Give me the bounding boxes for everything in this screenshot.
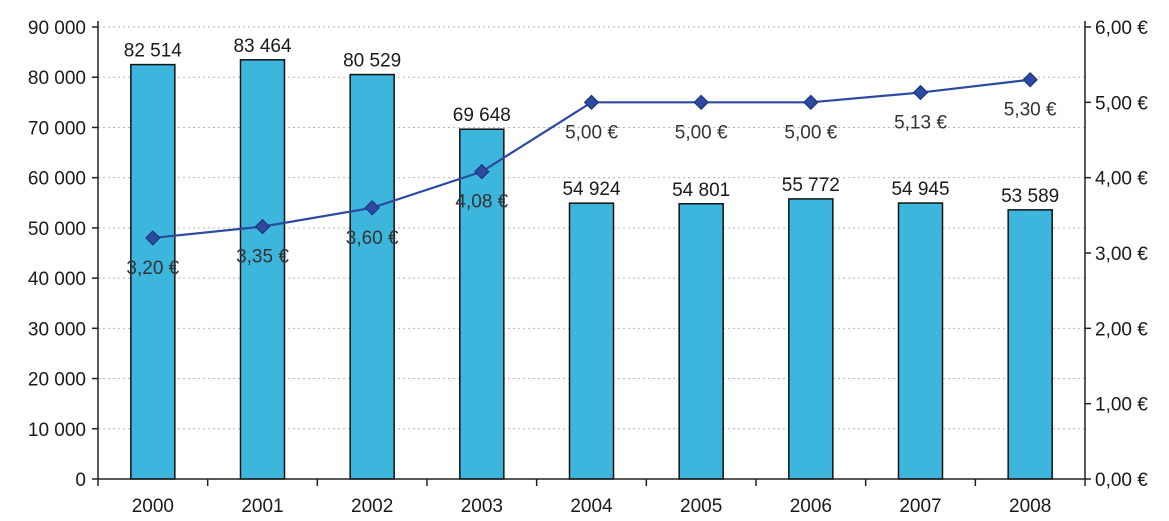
line-value-label: 5,00 € (675, 122, 728, 143)
left-tick-label: 60 000 (28, 169, 86, 190)
line-value-label: 3,20 € (126, 258, 179, 279)
x-tick-label: 2001 (241, 496, 283, 517)
line-value-label: 5,00 € (784, 122, 837, 143)
bar-value-label: 54 924 (562, 179, 621, 200)
line-marker-2003 (474, 163, 490, 180)
bar-2007 (897, 202, 944, 480)
left-tick-label: 90 000 (28, 18, 86, 39)
bar-2000 (130, 63, 176, 480)
left-tick-label: 70 000 (28, 118, 86, 139)
right-tick-label: 3,00 € (1095, 244, 1148, 265)
bar-value-label: 82 514 (124, 41, 183, 62)
left-tick-label: 80 000 (28, 68, 86, 89)
bar-2003 (459, 128, 505, 480)
bar-value-label: 83 464 (233, 36, 292, 57)
x-tick-label: 2007 (899, 496, 941, 517)
bar-value-label: 69 648 (453, 105, 511, 126)
right-tick-label: 4,00 € (1095, 169, 1148, 190)
line-value-label: 5,13 € (894, 113, 947, 134)
right-tick-label: 2,00 € (1095, 319, 1148, 340)
line-marker-2008 (1022, 72, 1038, 88)
x-tick-label: 2008 (1009, 496, 1051, 517)
x-tick-label: 2006 (790, 496, 832, 517)
bar-2005 (678, 203, 724, 480)
line-value-label: 5,00 € (565, 122, 618, 143)
line-marker-2004 (583, 94, 600, 111)
bar-2004 (568, 202, 615, 480)
x-tick-label: 2003 (461, 496, 503, 517)
line-series (145, 72, 1038, 246)
left-tick-label: 50 000 (28, 219, 86, 240)
x-tick-label: 2004 (570, 496, 613, 517)
bar-2002 (349, 73, 395, 480)
left-tick-label: 10 000 (28, 420, 86, 441)
left-tick-label: 20 000 (28, 370, 86, 391)
line-value-label: 4,08 € (455, 192, 508, 213)
bar-value-label: 54 801 (672, 180, 730, 201)
left-tick-label: 40 000 (28, 269, 86, 290)
line-marker-2007 (912, 84, 929, 101)
bar-value-label: 54 945 (891, 179, 949, 200)
line-value-label: 3,35 € (236, 247, 289, 268)
left-tick-label: 30 000 (28, 319, 86, 340)
bar-series (130, 59, 1053, 480)
bar-value-label: 55 772 (782, 175, 840, 196)
x-tick-label: 2005 (680, 496, 722, 517)
line-marker-2002 (364, 200, 380, 216)
axes: 0 10 000 20 000 30 000 40 000 50 000 60 000 70 … (28, 18, 1148, 517)
right-tick-label: 1,00 € (1095, 395, 1148, 416)
line-value-label: 5,30 € (1004, 100, 1057, 121)
x-tick-label: 2002 (351, 496, 393, 517)
bar-value-label: 53 589 (1001, 186, 1059, 207)
line-marker-2006 (803, 94, 819, 111)
bar-2001 (239, 59, 286, 480)
left-tick-label: 0 (75, 470, 86, 491)
data-labels: 82 514 83 464 80 529 69 648 54 924 54 801 55 7… (124, 36, 1059, 279)
right-tick-label: 6,00 € (1095, 18, 1148, 39)
line-marker-2005 (693, 94, 709, 111)
bar-2006 (788, 198, 834, 480)
bar-value-label: 80 529 (343, 51, 401, 72)
right-tick-label: 5,00 € (1095, 93, 1148, 114)
bar-2008 (1007, 209, 1053, 480)
line-marker-2001 (254, 218, 271, 235)
x-tick-label: 2000 (132, 496, 174, 517)
line-value-label: 3,60 € (346, 228, 399, 249)
right-tick-label: 0,00 € (1095, 470, 1148, 491)
line-marker-2000 (145, 230, 161, 246)
